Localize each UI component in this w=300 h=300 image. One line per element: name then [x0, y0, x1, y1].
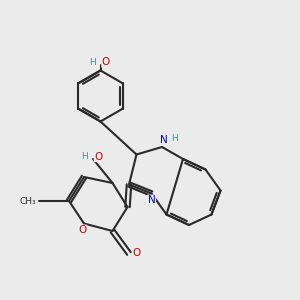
Text: H: H — [171, 134, 178, 142]
Text: O: O — [102, 57, 110, 67]
Text: H: H — [81, 152, 88, 161]
Text: N: N — [148, 195, 155, 205]
Text: N: N — [160, 135, 167, 146]
Text: O: O — [94, 152, 103, 162]
Text: O: O — [78, 225, 87, 235]
Text: O: O — [132, 248, 141, 259]
Text: H: H — [89, 58, 95, 67]
Text: CH₃: CH₃ — [20, 196, 36, 206]
